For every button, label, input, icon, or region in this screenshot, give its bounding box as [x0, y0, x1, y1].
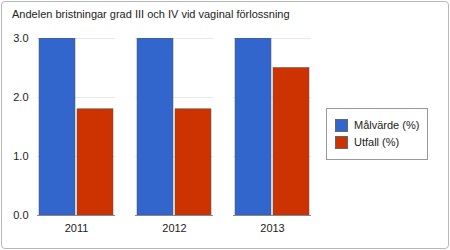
html-text:Målvärde (%): Målvärde (%) — [354, 119, 420, 131]
html-text:Utfall (%): Utfall (%) — [354, 136, 400, 148]
svg-text:3.0: 3.0 — [13, 32, 28, 44]
svg-text:2012: 2012 — [162, 222, 186, 234]
svg-text:1.0: 1.0 — [13, 150, 28, 162]
html-text:Andelen bristningar grad III o: Andelen bristningar grad III och IV vid … — [12, 8, 290, 20]
svg-text:2013: 2013 — [260, 222, 284, 234]
svg-text:2011: 2011 — [65, 222, 89, 234]
svg-text:2.0: 2.0 — [13, 91, 28, 103]
svg-text:0.0: 0.0 — [13, 209, 28, 221]
